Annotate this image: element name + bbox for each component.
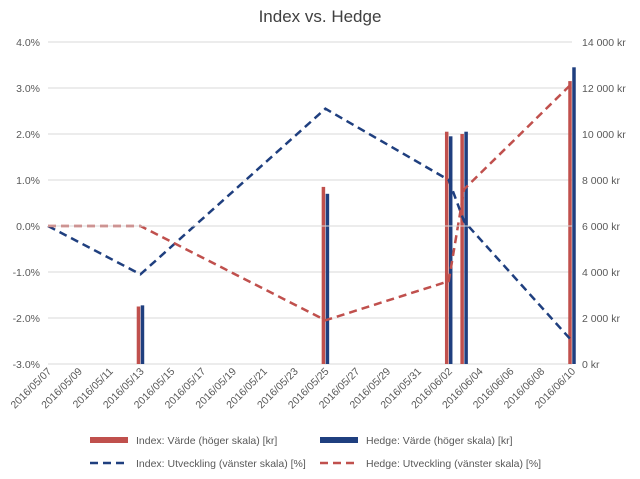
y-axis-left: 4.0% 3.0% 2.0% 1.0% 0.0% -1.0% -2.0% -3.0%: [13, 37, 40, 371]
legend-label: Index: Värde (höger skala) [kr]: [136, 435, 277, 447]
y-left-tick-label: 1.0%: [16, 175, 40, 187]
series-line: [47, 107, 573, 342]
x-axis: 2016/05/072016/05/092016/05/112016/05/13…: [8, 225, 578, 411]
legend-label: Hedge: Värde (höger skala) [kr]: [366, 435, 513, 447]
legend: Index: Värde (höger skala) [kr] Hedge: Vä…: [90, 435, 541, 470]
y-right-tick-label: 2 000 kr: [582, 313, 620, 325]
bar: [464, 131, 468, 364]
y-left-tick-label: 4.0%: [16, 37, 40, 49]
bar: [568, 81, 572, 364]
y-right-tick-label: 6 000 kr: [582, 221, 620, 233]
bar: [444, 131, 449, 364]
bar: [140, 305, 145, 364]
line-series: [47, 82, 573, 342]
y-left-tick-label: -3.0%: [13, 359, 40, 371]
bar: [321, 186, 326, 364]
bar: [460, 134, 464, 364]
y-right-tick-label: 12 000 kr: [582, 83, 626, 95]
y-right-tick-label: 10 000 kr: [582, 129, 626, 141]
bar: [325, 193, 330, 364]
series-line: [48, 82, 573, 322]
y-left-tick-label: 0.0%: [16, 221, 40, 233]
bar: [572, 67, 576, 365]
y-axis-right: 14 000 kr 12 000 kr 10 000 kr 8 000 kr 6 000…: [582, 37, 626, 371]
y-left-tick-label: -1.0%: [13, 267, 40, 279]
y-right-tick-label: 4 000 kr: [582, 267, 620, 279]
legend-label: Hedge: Utveckling (vänster skala) [%]: [366, 458, 541, 470]
gridlines: [48, 41, 572, 365]
y-right-tick-label: 8 000 kr: [582, 175, 620, 187]
bar: [448, 136, 453, 364]
legend-label: Index: Utveckling (vänster skala) [%]: [136, 458, 306, 470]
y-left-tick-label: -2.0%: [13, 313, 40, 325]
chart-title: Index vs. Hedge: [259, 7, 382, 26]
y-left-tick-label: 3.0%: [16, 83, 40, 95]
y-left-tick-label: 2.0%: [16, 129, 40, 141]
legend-swatch: [90, 437, 128, 443]
legend-swatch: [320, 437, 358, 443]
y-right-tick-label: 14 000 kr: [582, 37, 626, 49]
bar: [136, 306, 141, 364]
bar-series: [136, 67, 576, 365]
y-right-tick-label: 0 kr: [582, 359, 600, 371]
